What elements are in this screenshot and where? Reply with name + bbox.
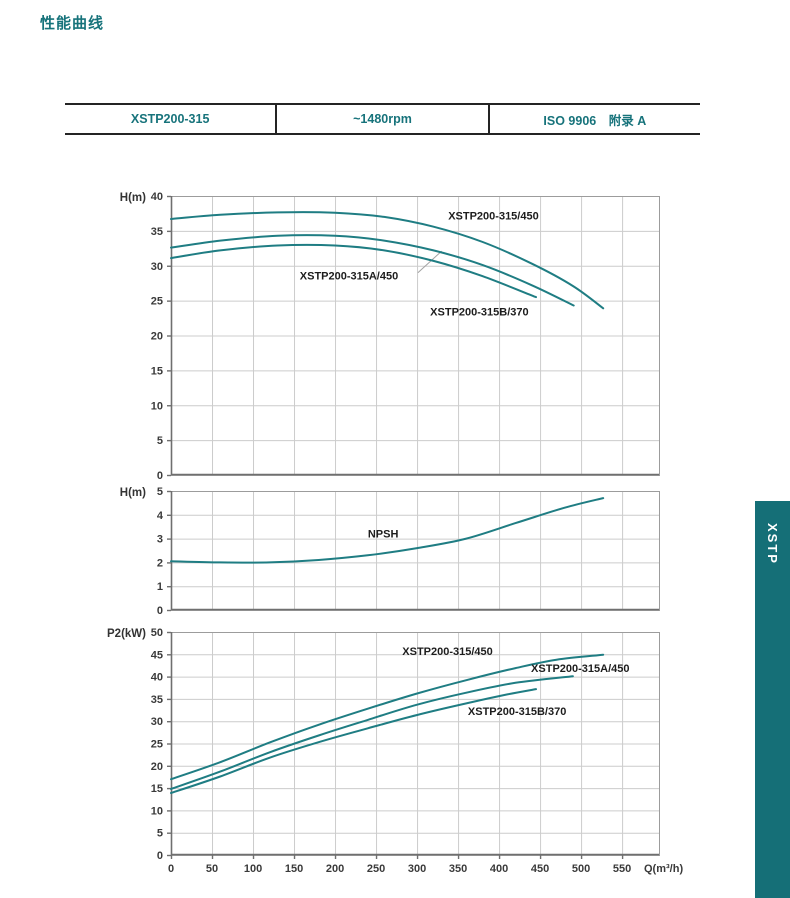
svg-text:5: 5 <box>157 486 163 498</box>
curve-xstp200-315-450 <box>170 211 605 310</box>
svg-text:500: 500 <box>572 863 590 875</box>
spec-speed: ~1480rpm <box>275 105 487 133</box>
svg-text:25: 25 <box>151 296 163 308</box>
curve-label: XSTP200-315A/450 <box>531 663 629 675</box>
svg-text:10: 10 <box>151 400 163 412</box>
svg-text:5: 5 <box>157 828 163 840</box>
svg-text:50: 50 <box>151 627 163 639</box>
y-tick-labels: 0 5 10 15 20 25 30 35 40 45 50 <box>151 627 171 862</box>
svg-text:450: 450 <box>531 863 549 875</box>
curve-xstp200-315a-450 <box>170 675 574 790</box>
svg-text:300: 300 <box>408 863 426 875</box>
grid-lines <box>171 491 659 610</box>
svg-text:400: 400 <box>490 863 508 875</box>
curve-xstp200-315a-450 <box>170 234 575 307</box>
svg-text:35: 35 <box>151 694 163 706</box>
x-axis-title: Q(m³/h) <box>644 863 683 875</box>
svg-text:40: 40 <box>151 191 163 203</box>
npsh-curve-chart: 0 1 2 3 4 5 H(m) NPSH <box>120 486 660 617</box>
grid-lines <box>171 196 659 475</box>
y-axis-title: H(m) <box>120 487 146 499</box>
svg-text:350: 350 <box>449 863 467 875</box>
svg-text:100: 100 <box>244 863 262 875</box>
svg-text:0: 0 <box>157 470 163 482</box>
svg-text:550: 550 <box>613 863 631 875</box>
curve-label: XSTP200-315B/370 <box>468 706 566 718</box>
y-tick-labels: 0 5 10 15 20 25 30 35 40 <box>151 191 171 482</box>
y-axis-title: P2(kW) <box>107 628 146 640</box>
plot-border <box>171 491 660 611</box>
y-axis-title: H(m) <box>120 192 146 204</box>
svg-text:5: 5 <box>157 435 163 447</box>
svg-text:200: 200 <box>326 863 344 875</box>
svg-text:25: 25 <box>151 739 163 751</box>
curve-xstp200-315-450 <box>170 653 605 781</box>
curve-label: XSTP200-315B/370 <box>430 306 528 318</box>
label-leader-line <box>417 250 442 274</box>
page-title: 性能曲线 <box>40 15 105 32</box>
svg-text:4: 4 <box>157 510 164 522</box>
svg-text:250: 250 <box>367 863 385 875</box>
power-curves-chart: 0 5 10 15 20 25 30 35 40 45 50 P2(kW) 0 50 100 150 200 25… <box>107 627 683 875</box>
svg-text:35: 35 <box>151 226 163 238</box>
svg-text:0: 0 <box>168 863 174 875</box>
svg-text:15: 15 <box>151 783 163 795</box>
svg-text:20: 20 <box>151 331 163 343</box>
svg-text:40: 40 <box>151 672 163 684</box>
curve-xstp200-315b-370 <box>170 688 537 794</box>
svg-text:30: 30 <box>151 261 163 273</box>
svg-text:10: 10 <box>151 805 163 817</box>
curve-label: XSTP200-315/450 <box>448 211 539 223</box>
curve-label: XSTP200-315A/450 <box>300 271 398 283</box>
spec-table: XSTP200-315 ~1480rpm ISO 9906 附录 A <box>65 103 700 135</box>
spec-standard: ISO 9906 附录 A <box>487 105 700 133</box>
svg-text:30: 30 <box>151 716 163 728</box>
series-tab-label: XSTP <box>765 523 780 565</box>
spec-model: XSTP200-315 <box>130 112 210 126</box>
svg-text:3: 3 <box>157 534 163 546</box>
svg-text:15: 15 <box>151 365 163 377</box>
curve-npsh <box>170 497 605 564</box>
svg-text:1: 1 <box>157 581 163 593</box>
curve-xstp200-315b-370 <box>170 243 537 299</box>
head-curves-chart: 0 5 10 15 20 25 30 35 40 H(m) XSTP200-315/450 XSTP2… <box>120 191 660 482</box>
y-tick-labels: 0 1 2 3 4 5 <box>157 486 171 617</box>
svg-text:50: 50 <box>206 863 218 875</box>
curve-label: XSTP200-315/450 <box>402 646 493 658</box>
series-tab-xstp[interactable]: XSTP <box>755 501 790 898</box>
curve-label: NPSH <box>368 528 399 540</box>
svg-text:0: 0 <box>157 605 163 617</box>
x-tick-labels: 0 50 100 150 200 250 300 350 400 450 500 550 <box>168 855 631 875</box>
svg-text:20: 20 <box>151 761 163 773</box>
svg-text:0: 0 <box>157 850 163 862</box>
svg-text:150: 150 <box>285 863 303 875</box>
svg-text:2: 2 <box>157 557 163 569</box>
svg-text:45: 45 <box>151 649 163 661</box>
grid-lines <box>171 632 659 855</box>
